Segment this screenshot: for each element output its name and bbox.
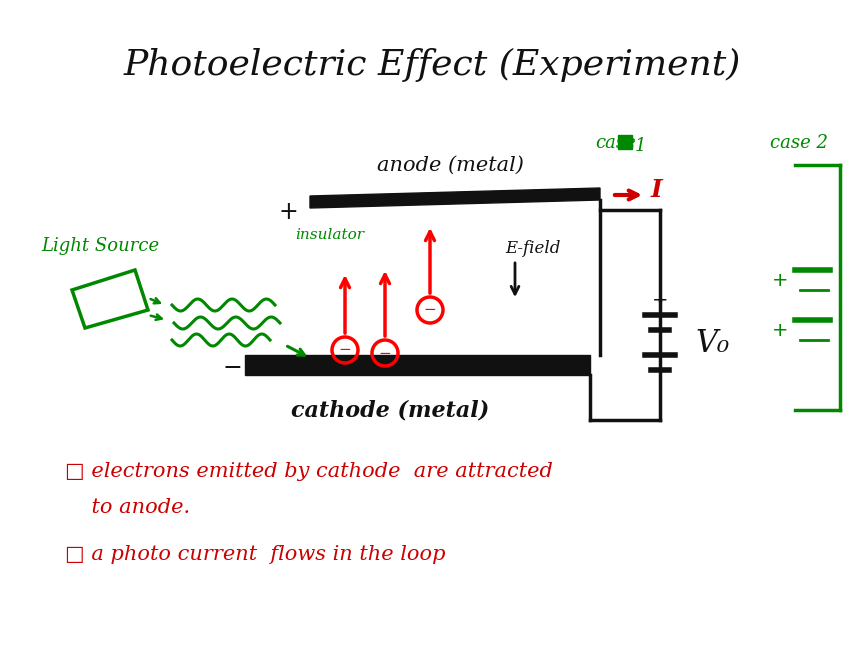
Text: −: − [222,356,242,380]
Text: anode (metal): anode (metal) [377,156,524,175]
Text: Light Source: Light Source [41,237,159,255]
Text: −: − [423,303,436,318]
Polygon shape [310,188,600,208]
Polygon shape [245,355,590,375]
Text: □ electrons emitted by cathode  are attracted: □ electrons emitted by cathode are attra… [65,462,553,481]
Text: −: − [378,345,391,360]
Text: +: + [651,290,668,310]
Text: cathode (metal): cathode (metal) [291,400,489,422]
Bar [618,135,632,149]
Text: +: + [772,321,788,340]
Text: −: − [339,343,352,358]
Text: □ a photo current  flows in the loop: □ a photo current flows in the loop [65,545,446,564]
Text: V₀: V₀ [695,327,729,358]
Text: insulator: insulator [295,228,364,242]
Text: E-field: E-field [505,240,561,257]
Text: 1: 1 [635,137,646,155]
Text: to anode.: to anode. [65,498,190,517]
Text: +: + [278,200,298,224]
Text: I: I [651,178,663,202]
Text: +: + [772,270,788,290]
Text: case: case [595,134,636,152]
Text: Photoelectric Effect (Experiment): Photoelectric Effect (Experiment) [124,48,740,82]
Text: case 2: case 2 [770,134,828,152]
